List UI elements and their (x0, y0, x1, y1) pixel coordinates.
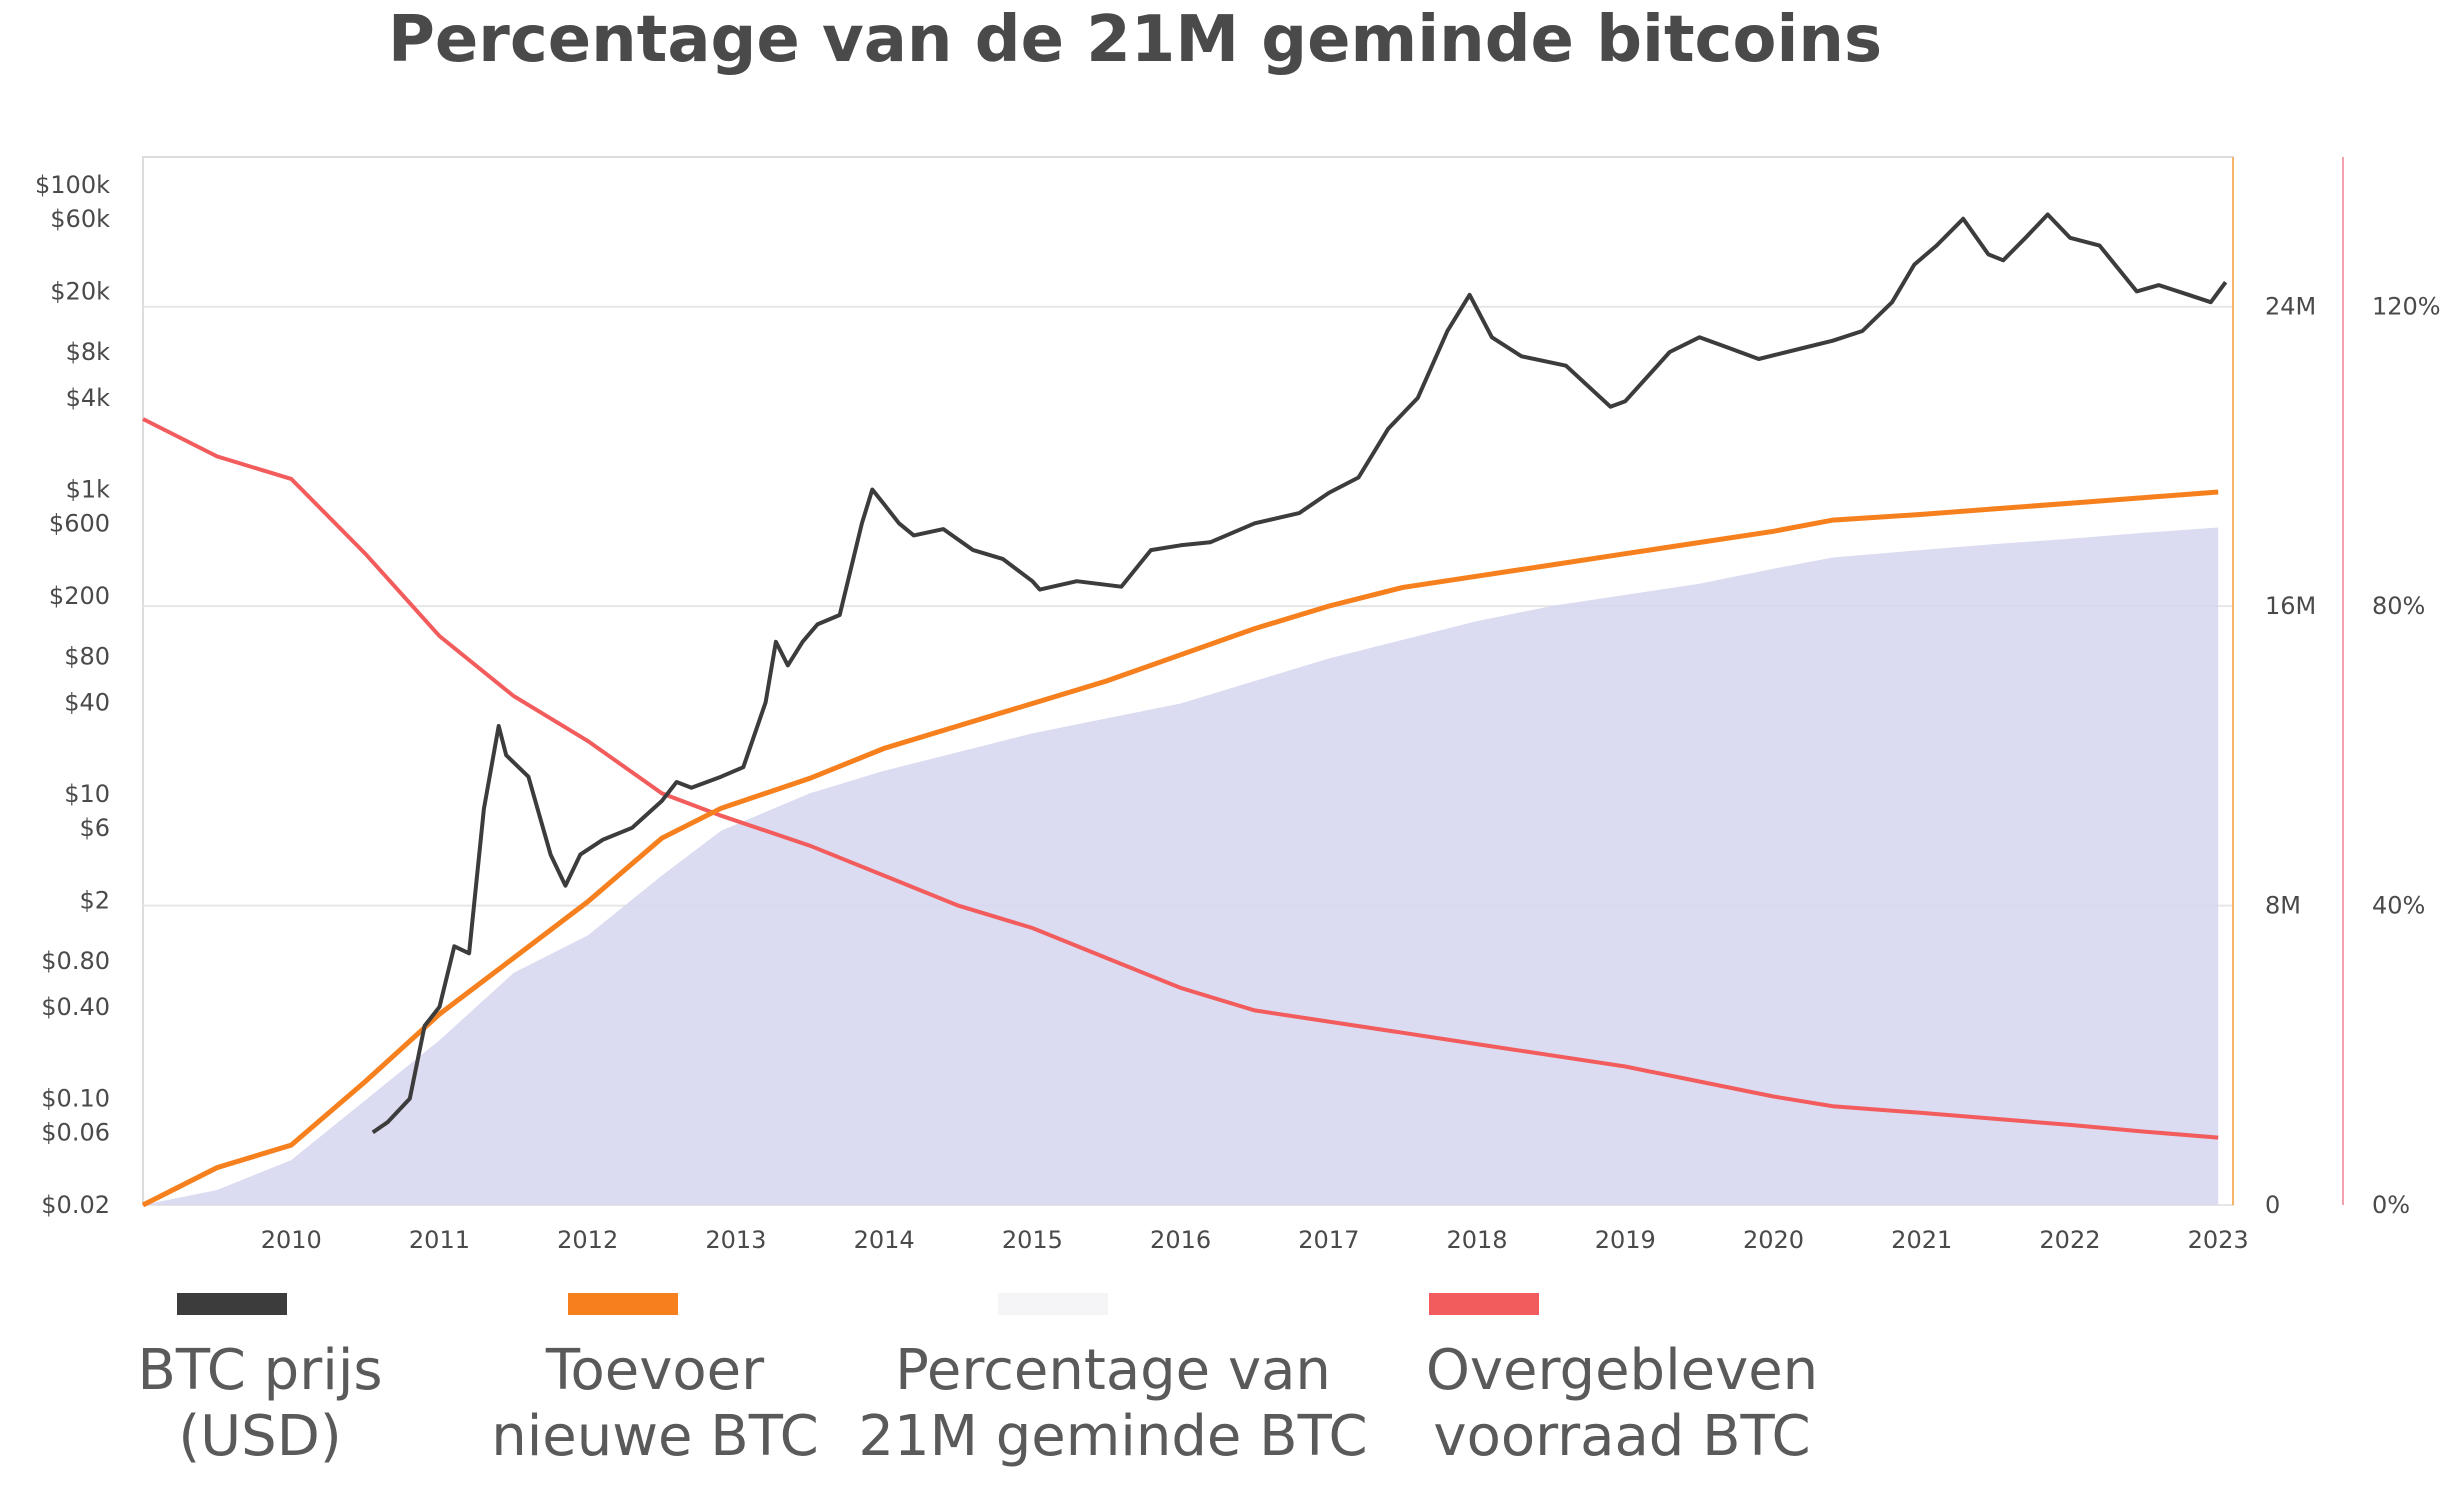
legend-swatch-percentage (998, 1293, 1108, 1315)
legend-label-percentage: Percentage van 21M geminde BTC (858, 1338, 1368, 1469)
x-tick-label: 2013 (705, 1226, 766, 1254)
x-tick-label: 2018 (1447, 1226, 1508, 1254)
price-tick-label: $4k (66, 384, 111, 412)
price-tick-label: $20k (50, 277, 110, 305)
supply-tick-label: 0 (2265, 1191, 2280, 1219)
legend-swatch-remaining (1429, 1293, 1539, 1315)
x-tick-label: 2019 (1595, 1226, 1656, 1254)
chart-title: Percentage van de 21M geminde bitcoins (387, 3, 1883, 77)
x-tick-label: 2023 (2188, 1226, 2249, 1254)
x-axis-ticks: 2010 2011 2012 2013 2014 2015 2016 2017 2018 2019… (261, 1226, 2249, 1254)
new-supply-line (141, 489, 2219, 1208)
price-axis-ticks: $100k $60k $20k $8k $4k $1k $600 $200 $80 $40 $10 $… (35, 171, 110, 1219)
percent-tick-label: 80% (2372, 592, 2425, 620)
price-tick-label: $100k (35, 171, 110, 199)
percentage-mined-area (143, 527, 2219, 1205)
price-tick-label: $0.80 (41, 947, 110, 975)
supply-tick-label: 16M (2265, 592, 2316, 620)
x-tick-label: 2014 (854, 1226, 915, 1254)
x-tick-label: 2012 (557, 1226, 618, 1254)
x-tick-label: 2022 (2039, 1226, 2100, 1254)
percent-tick-label: 120% (2372, 293, 2441, 321)
price-tick-label: $0.40 (41, 993, 110, 1021)
legend-label-supply: Toevoer nieuwe BTC (491, 1338, 819, 1469)
legend-swatch-supply (568, 1293, 678, 1315)
price-tick-label: $0.10 (41, 1085, 110, 1113)
x-tick-label: 2020 (1743, 1226, 1804, 1254)
price-tick-label: $60k (50, 205, 110, 233)
supply-tick-label: 24M (2265, 293, 2316, 321)
x-tick-label: 2010 (261, 1226, 322, 1254)
percent-tick-label: 40% (2372, 892, 2425, 920)
legend-swatch-price (177, 1293, 287, 1315)
x-tick-label: 2011 (409, 1226, 470, 1254)
legend-label-price: BTC prijs (USD) (137, 1338, 383, 1469)
percent-tick-label: 0% (2372, 1191, 2410, 1219)
price-tick-label: $80 (64, 643, 110, 671)
price-tick-label: $10 (64, 780, 110, 808)
x-tick-label: 2016 (1150, 1226, 1211, 1254)
price-tick-label: $8k (66, 338, 111, 366)
price-tick-label: $2 (79, 886, 110, 914)
price-tick-label: $0.06 (41, 1118, 110, 1146)
supply-tick-label: 8M (2265, 892, 2301, 920)
x-tick-label: 2017 (1298, 1226, 1359, 1254)
price-tick-label: $40 (64, 688, 110, 716)
legend-label-remaining: Overgebleven voorraad BTC (1425, 1338, 1819, 1469)
btc-price-line (371, 212, 2228, 1135)
price-tick-label: $200 (49, 582, 110, 610)
x-tick-label: 2021 (1891, 1226, 1952, 1254)
price-tick-label: $1k (66, 476, 111, 504)
price-tick-label: $600 (49, 509, 110, 537)
price-tick-label: $0.02 (41, 1191, 110, 1219)
supply-axis-ticks: 24M 16M 8M 0 (2265, 293, 2316, 1219)
percent-axis-ticks: 120% 80% 40% 0% (2372, 293, 2441, 1219)
remaining-supply-line (142, 417, 2219, 1140)
price-tick-label: $6 (79, 814, 110, 842)
x-tick-label: 2015 (1002, 1226, 1063, 1254)
